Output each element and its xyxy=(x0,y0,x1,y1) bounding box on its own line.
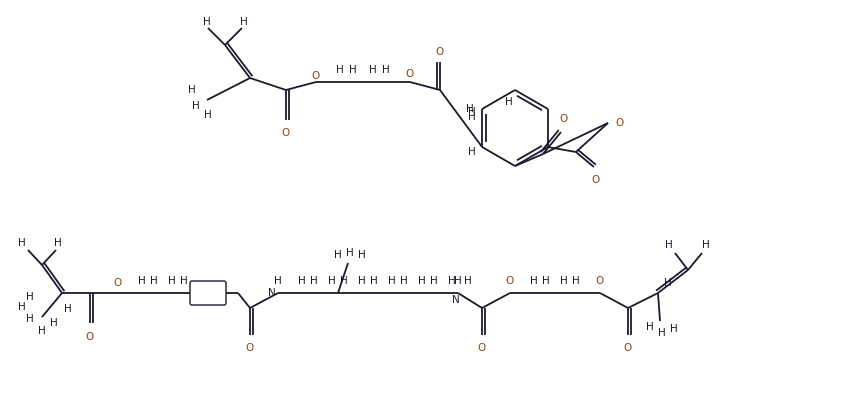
Text: H: H xyxy=(340,276,348,286)
Text: H: H xyxy=(388,276,396,286)
Text: H: H xyxy=(542,276,550,286)
Text: H: H xyxy=(646,322,654,332)
Text: H: H xyxy=(18,302,26,312)
Text: H: H xyxy=(466,104,474,114)
Text: H: H xyxy=(530,276,538,286)
Text: H: H xyxy=(560,276,568,286)
Text: O: O xyxy=(405,69,414,79)
Text: H: H xyxy=(665,240,673,250)
Text: H: H xyxy=(150,276,158,286)
Text: H: H xyxy=(26,314,34,324)
Text: H: H xyxy=(298,276,306,286)
Text: O: O xyxy=(624,343,632,353)
Text: O: O xyxy=(506,276,515,286)
Text: H: H xyxy=(18,238,26,248)
Text: H: H xyxy=(241,17,248,27)
Text: O: O xyxy=(592,175,600,185)
Text: H: H xyxy=(328,276,336,286)
Text: H: H xyxy=(358,250,366,260)
Text: H: H xyxy=(358,276,366,286)
Text: H: H xyxy=(464,276,472,286)
Text: H: H xyxy=(572,276,580,286)
Text: H: H xyxy=(468,112,476,122)
Text: O: O xyxy=(559,114,567,124)
Text: H: H xyxy=(418,276,426,286)
Text: H: H xyxy=(448,276,456,286)
Text: H: H xyxy=(203,17,210,27)
Text: O: O xyxy=(312,71,320,81)
Text: Abs: Abs xyxy=(200,288,216,297)
Text: O: O xyxy=(246,343,254,353)
Text: H: H xyxy=(310,276,318,286)
Text: H: H xyxy=(505,97,513,107)
Text: H: H xyxy=(454,276,462,286)
Text: H: H xyxy=(370,276,378,286)
Text: H: H xyxy=(168,276,176,286)
Text: H: H xyxy=(430,276,438,286)
Text: H: H xyxy=(468,147,476,157)
Text: N: N xyxy=(268,288,276,298)
Text: O: O xyxy=(616,118,624,128)
Text: O: O xyxy=(86,332,94,342)
Text: O: O xyxy=(114,278,122,288)
Text: H: H xyxy=(188,85,196,95)
Text: H: H xyxy=(346,248,354,258)
Text: H: H xyxy=(658,328,666,338)
Text: H: H xyxy=(670,324,678,334)
Text: H: H xyxy=(138,276,146,286)
Text: H: H xyxy=(334,250,342,260)
Text: O: O xyxy=(436,47,444,57)
Text: O: O xyxy=(282,128,290,138)
Text: H: H xyxy=(50,318,58,328)
Text: H: H xyxy=(382,65,390,75)
Text: H: H xyxy=(369,65,377,75)
Text: H: H xyxy=(400,276,408,286)
Text: H: H xyxy=(38,326,46,336)
Text: H: H xyxy=(702,240,710,250)
Text: H: H xyxy=(664,278,672,288)
Text: H: H xyxy=(180,276,188,286)
Text: H: H xyxy=(192,101,200,111)
Text: N: N xyxy=(452,295,460,305)
Text: O: O xyxy=(478,343,486,353)
Text: H: H xyxy=(468,107,476,117)
Text: H: H xyxy=(349,65,356,75)
Text: H: H xyxy=(274,276,282,286)
Text: H: H xyxy=(204,110,212,120)
Text: H: H xyxy=(26,292,34,302)
Text: H: H xyxy=(336,65,344,75)
Text: H: H xyxy=(54,238,62,248)
Text: H: H xyxy=(64,304,72,314)
Text: O: O xyxy=(596,276,604,286)
FancyBboxPatch shape xyxy=(190,281,226,305)
